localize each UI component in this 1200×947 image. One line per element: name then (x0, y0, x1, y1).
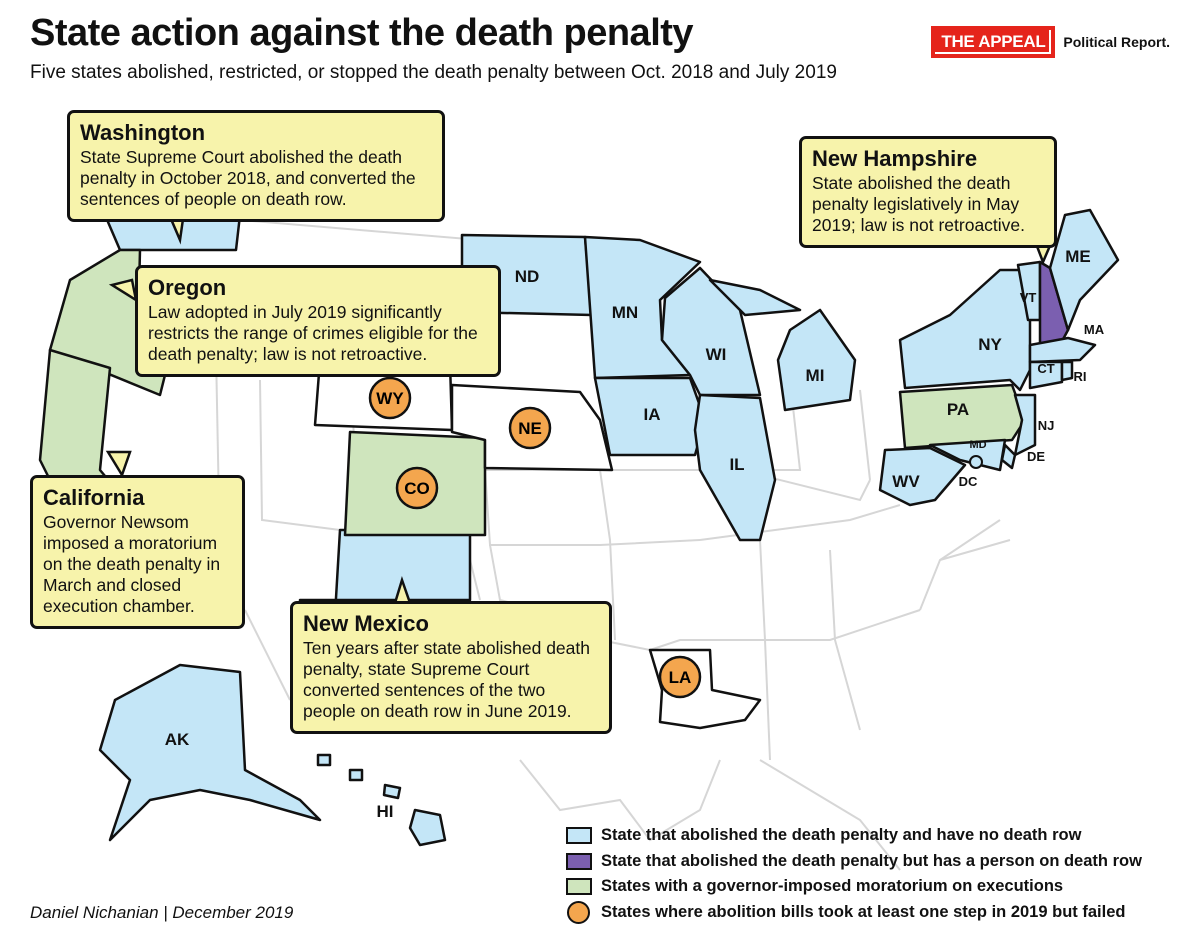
callout-washington: Washington State Supreme Court abolished… (67, 110, 445, 223)
label-nd: ND (515, 267, 540, 286)
legend-label-failed-bills: States where abolition bills took at lea… (601, 902, 1126, 921)
state-michigan-upper (708, 278, 802, 317)
label-dc: DC (959, 474, 978, 489)
state-west-virginia (878, 446, 967, 507)
label-ny: NY (978, 335, 1002, 354)
legend-item-failed-bills: States where abolition bills took at lea… (566, 900, 1142, 926)
brand-text: Political Report. (1063, 34, 1170, 50)
callout-california-text: Governor Newsom imposed a moratorium on … (43, 512, 221, 617)
label-de: DE (1027, 449, 1045, 464)
callout-new-mexico-text: Ten years after state abolished death pe… (303, 638, 590, 722)
callout-new-mexico: New Mexico Ten years after state abolish… (290, 601, 612, 735)
dc-marker (969, 455, 983, 469)
callout-new-hampshire-title: New Hampshire (812, 146, 978, 171)
brand: THE APPEAL Political Report. (931, 26, 1170, 58)
state-hawaii-maui (382, 783, 402, 800)
label-me: ME (1065, 247, 1091, 266)
state-new-york (898, 268, 1032, 392)
callout-california: California Governor Newsom imposed a mor… (30, 475, 245, 630)
marker-ne-label: NE (518, 419, 542, 438)
label-ct: CT (1037, 361, 1054, 376)
failed-bill-markers: WY NE CO LA (368, 376, 702, 699)
legend-swatch-moratorium (566, 878, 592, 896)
page-title: State action against the death penalty (30, 12, 694, 54)
legend-swatch-abolished-death-row (566, 852, 592, 870)
legend-label-moratorium: States with a governor-imposed moratoriu… (601, 877, 1064, 896)
label-ma: MA (1084, 322, 1105, 337)
label-il: IL (729, 455, 744, 474)
callout-washington-text: State Supreme Court abolished the death … (80, 147, 416, 210)
state-hawaii-oahu (348, 768, 364, 782)
legend-item-abolished-death-row: State that abolished the death penalty b… (566, 849, 1142, 875)
state-alaska (98, 663, 322, 842)
state-hawaii-big (408, 808, 447, 847)
state-illinois (693, 393, 777, 542)
legend: State that abolished the death penalty a… (566, 823, 1142, 925)
state-rhode-island (1060, 360, 1074, 382)
marker-co-label: CO (404, 479, 430, 498)
state-pennsylvania (898, 383, 1027, 450)
legend-item-moratorium: States with a governor-imposed moratoriu… (566, 874, 1142, 900)
marker-ne: NE (508, 406, 552, 450)
marker-la: LA (658, 655, 702, 699)
label-md: MD (969, 439, 986, 451)
state-hawaii-kauai (316, 753, 332, 767)
callout-california-title: California (43, 485, 145, 510)
callout-oregon-text: Law adopted in July 2019 significantly r… (148, 302, 478, 365)
callout-new-mexico-title: New Mexico (303, 611, 429, 636)
state-maryland (928, 438, 1007, 472)
marker-la-label: LA (669, 668, 692, 687)
label-nj: NJ (1038, 418, 1055, 433)
callout-new-hampshire: New Hampshire State abolished the death … (799, 136, 1057, 249)
callout-washington-title: Washington (80, 120, 206, 145)
legend-swatch-abolished (566, 827, 592, 845)
marker-wy-label: WY (376, 389, 404, 408)
state-connecticut (1028, 360, 1064, 390)
legend-item-abolished: State that abolished the death penalty a… (566, 823, 1142, 849)
state-massachusetts (1028, 336, 1097, 364)
label-mi: MI (806, 366, 825, 385)
credit-line: Daniel Nichanian | December 2019 (30, 903, 294, 922)
callout-oregon-title: Oregon (148, 275, 227, 300)
label-wv: WV (892, 472, 920, 491)
legend-label-abolished-death-row: State that abolished the death penalty b… (601, 851, 1142, 870)
state-maine (1048, 208, 1120, 332)
state-wisconsin (660, 266, 762, 397)
label-wi: WI (706, 345, 727, 364)
callout-oregon: Oregon Law adopted in July 2019 signific… (135, 265, 501, 378)
callout-new-hampshire-text: State abolished the death penalty legisl… (812, 173, 1026, 236)
legend-label-abolished: State that abolished the death penalty a… (601, 826, 1082, 845)
label-ri: RI (1074, 369, 1087, 384)
label-ia: IA (644, 405, 661, 424)
label-mn: MN (612, 303, 638, 322)
state-michigan (776, 308, 857, 412)
marker-co: CO (395, 466, 439, 510)
brand-logo: THE APPEAL (931, 26, 1056, 58)
legend-swatch-failed-bills (567, 900, 590, 924)
label-pa: PA (947, 400, 969, 419)
page-subtitle: Five states abolished, restricted, or st… (30, 62, 837, 83)
marker-wy: WY (368, 376, 412, 420)
label-ak: AK (165, 730, 190, 749)
label-vt: VT (1020, 290, 1037, 305)
state-new-jersey (1013, 393, 1037, 457)
label-hi: HI (377, 802, 394, 821)
state-labels: ND MN WI MI IA IL NY VT ME MA CT RI PA N… (165, 247, 1105, 821)
